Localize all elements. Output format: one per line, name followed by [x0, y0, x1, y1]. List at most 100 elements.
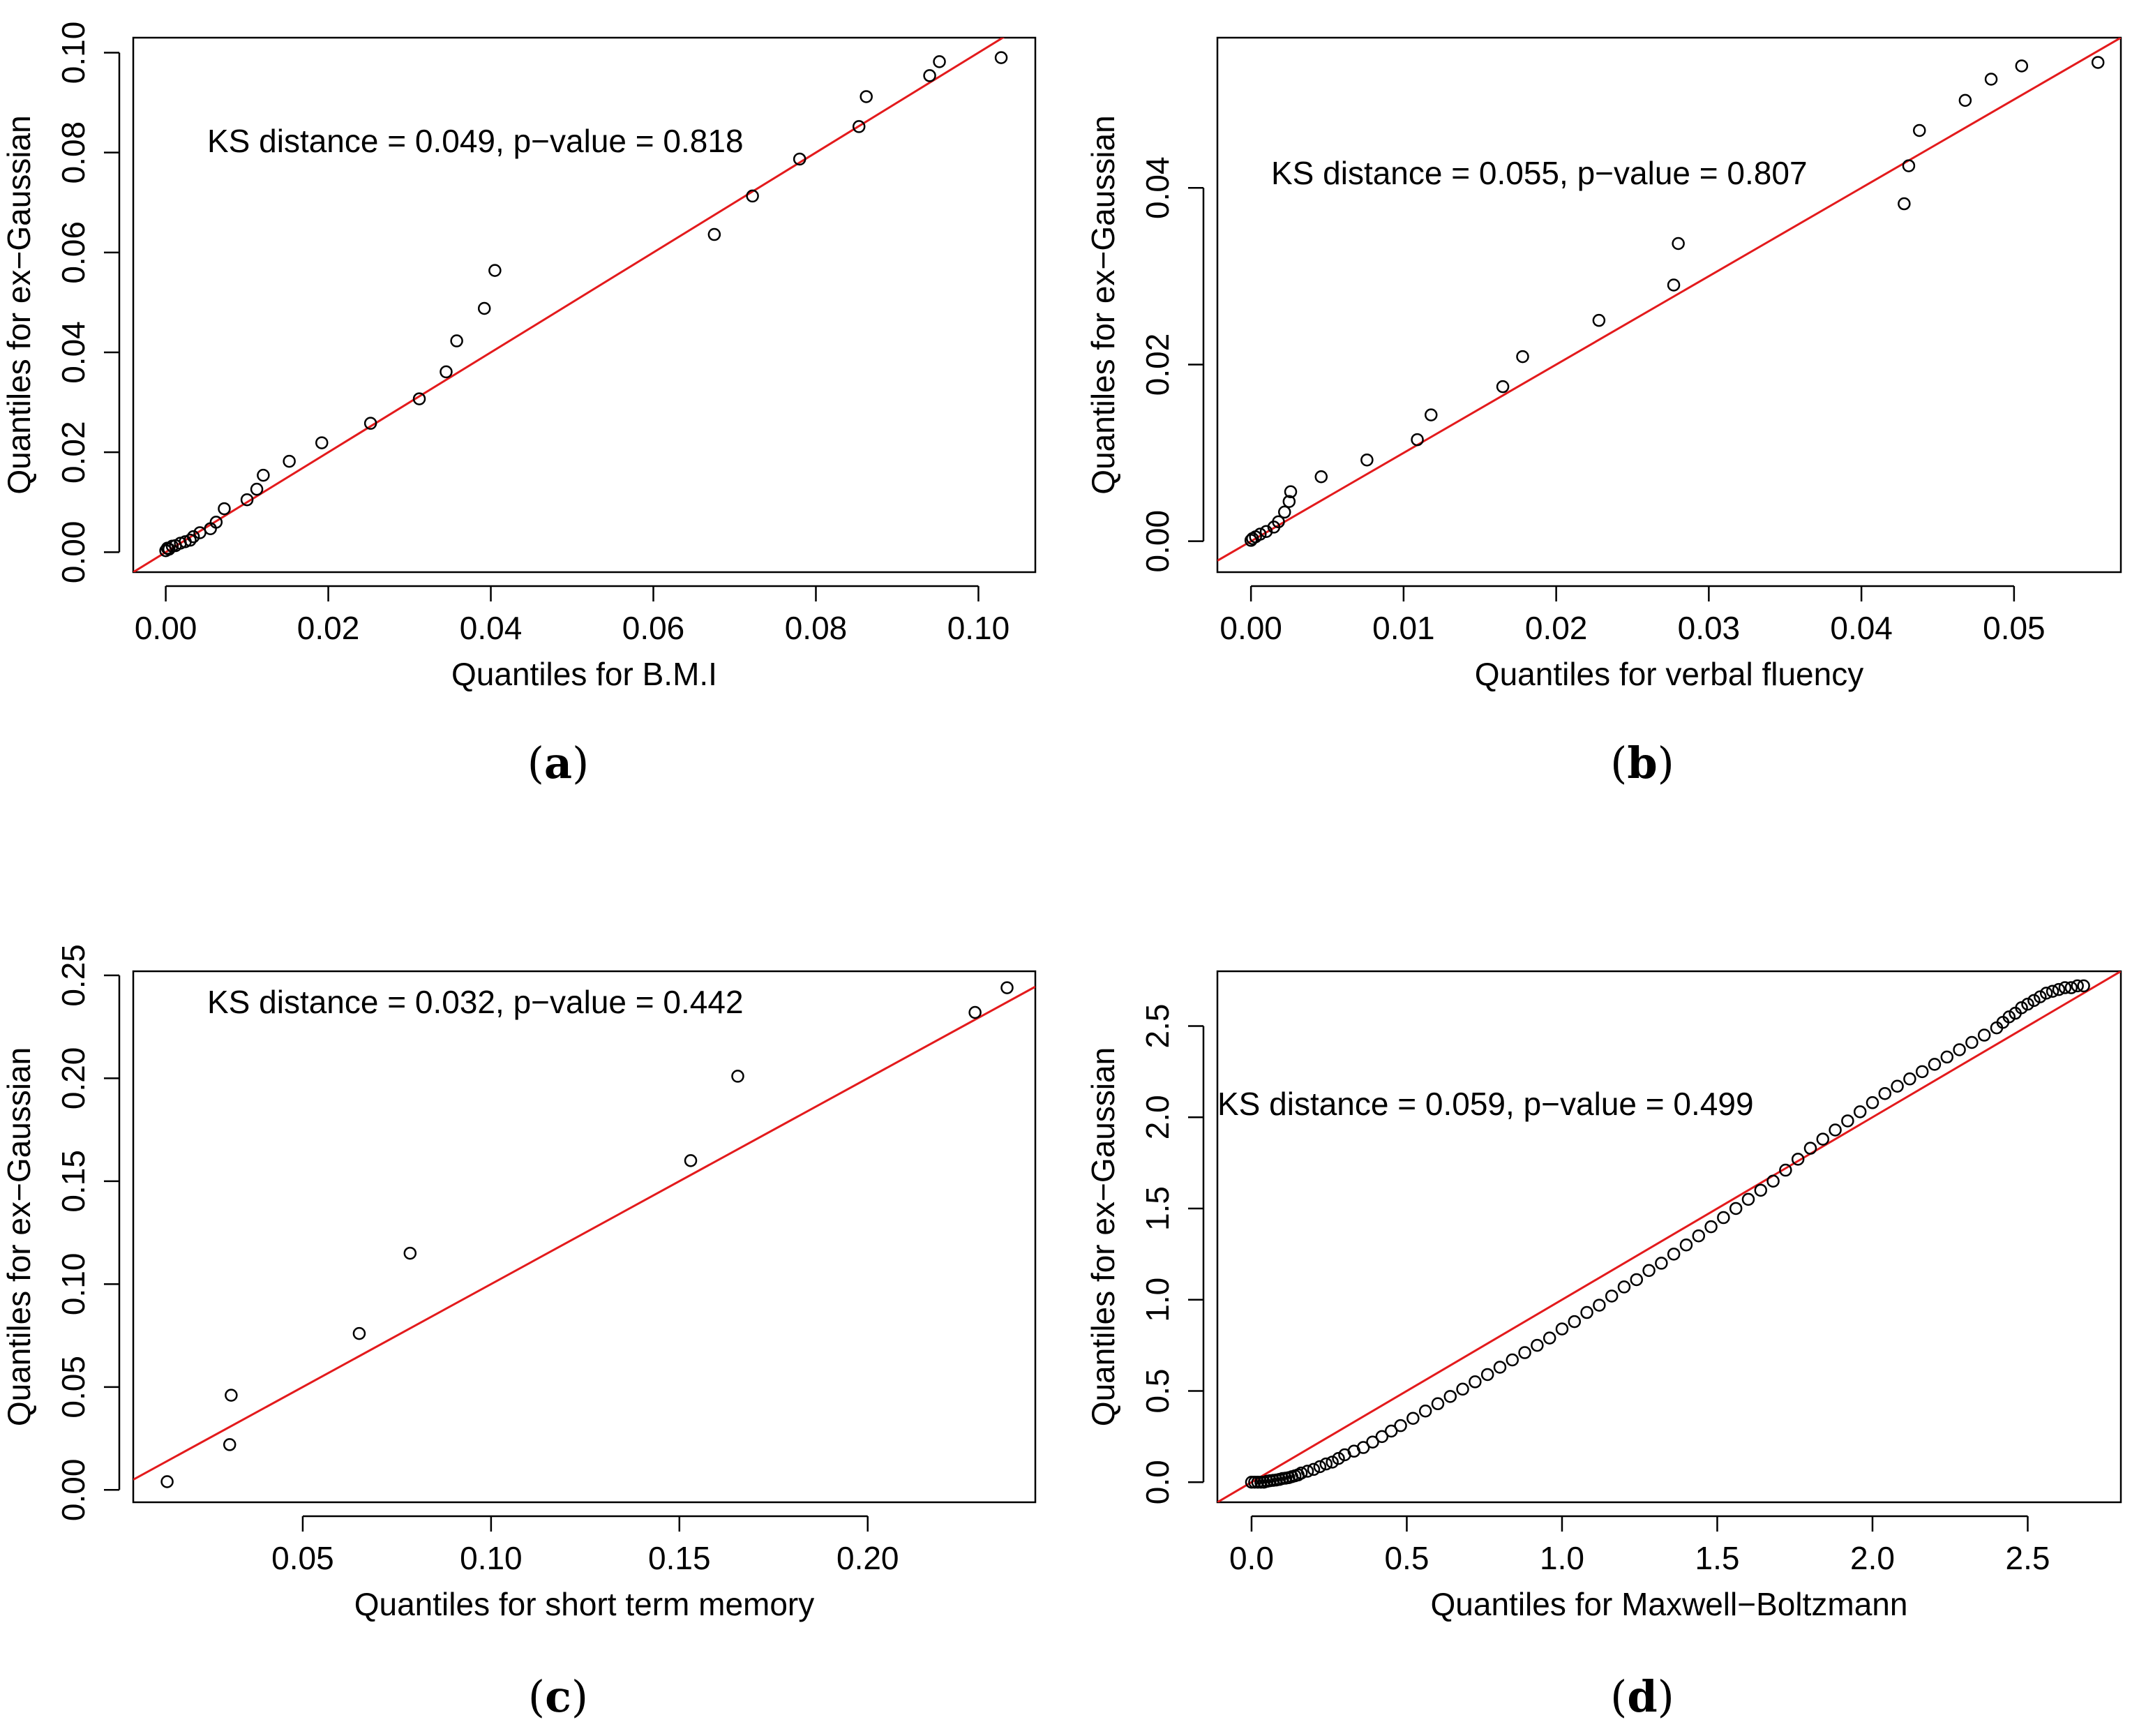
panel-a-data-point	[283, 454, 296, 468]
panel-b-y-axis-label: Quantiles for ex−Gaussian	[1085, 115, 1121, 494]
panel-d-data-point	[1394, 1419, 1407, 1432]
panel-d-data-point	[1940, 1050, 1954, 1064]
panel-d-data-point	[1766, 1174, 1780, 1188]
panel-b-plot-frame	[1216, 36, 2122, 574]
panel-c-x-tick-label: 0.10	[460, 1540, 523, 1576]
panel-d-data-point	[2021, 997, 2034, 1011]
panel-a-data-point	[363, 417, 377, 430]
panel-d-data-point	[1332, 1451, 1345, 1465]
panel-b-data-point	[1282, 495, 1296, 508]
panel-b-data-point	[1284, 485, 1298, 499]
panel-a-data-point	[923, 69, 936, 82]
panel-c-y-tick-label: 0.00	[55, 1459, 91, 1522]
panel-d-data-point	[1568, 1315, 1582, 1329]
panel-d-data-point	[1418, 1404, 1432, 1418]
panel-a-y-tick-label: 0.06	[55, 221, 91, 284]
panel-a-x-tick-label: 0.06	[622, 610, 685, 646]
panel-a-data-point	[793, 152, 806, 166]
panel-d-y-tick-label: 0.5	[1139, 1369, 1176, 1414]
panel-c-data-point	[1000, 981, 1014, 994]
panel-c-data-point	[968, 1005, 982, 1019]
panel-c-reference-line	[133, 985, 1035, 1481]
panel-d-data-point	[1480, 1368, 1494, 1382]
panel-d-data-point	[1866, 1096, 1879, 1109]
panel-d-data-point	[1803, 1142, 1817, 1155]
panel-b-data-point	[1516, 350, 1529, 364]
panel-a-data-point	[994, 51, 1008, 64]
panel-d-data-point	[2002, 1010, 2016, 1024]
panel-d-data-point	[1928, 1058, 1942, 1071]
panel-a-x-tick-label: 0.10	[947, 610, 1010, 646]
panel-c-y-tick-label: 0.25	[55, 944, 91, 1007]
panel-c-data-point	[352, 1326, 366, 1340]
panel-a-reference-line	[133, 38, 1005, 572]
panel-d-data-point	[1741, 1192, 1755, 1206]
panel-d-data-point	[2058, 981, 2072, 994]
panel-d-data-point	[1878, 1086, 1892, 1100]
panel-a-data-point	[450, 334, 463, 347]
panel-b-data-point	[1425, 408, 1438, 421]
panel-a-x-axis-label: Quantiles for B.M.I	[451, 656, 717, 692]
panel-b-data-point	[1898, 197, 1911, 211]
panel-a-x-tick-label: 0.04	[460, 610, 523, 646]
panel-b-y-tick-label: 0.00	[1139, 510, 1176, 573]
panel-d-data-point	[1642, 1264, 1656, 1278]
panel-b-data-point	[2015, 59, 2029, 73]
panel-d-data-point	[1655, 1257, 1668, 1270]
panel-d-data-point	[1915, 1065, 1929, 1079]
panel-d-data-point	[1375, 1430, 1389, 1444]
panel-c-x-axis-label: Quantiles for short term memory	[354, 1586, 815, 1622]
panel-c-data-point	[160, 1475, 174, 1488]
panel-a-data-point	[707, 227, 721, 241]
panel-b-data-point	[1667, 278, 1681, 292]
panel-a-data-point	[852, 120, 866, 133]
panel-d-data-point	[1965, 1035, 1979, 1049]
panel-a-y-axis-label: Quantiles for ex−Gaussian	[1, 115, 37, 494]
panel-a-data-point	[218, 502, 231, 516]
panel-a-x-tick-label: 0.00	[135, 610, 197, 646]
panel-c-x-tick-label: 0.20	[836, 1540, 899, 1576]
panel-b-data-point	[1278, 505, 1291, 519]
panel-a-data-point	[315, 436, 329, 449]
panel-b: (b) 0.00 0.01 0.02 0.03 0.04 0.05 Quantiles fo…	[1085, 36, 2122, 788]
panel-c-data-point	[731, 1070, 744, 1083]
panel-a-data-point	[440, 365, 453, 379]
panel-d-data-point	[1977, 1028, 1991, 1042]
panel-d-data-point	[1531, 1338, 1544, 1352]
panel-a-data-point	[412, 392, 426, 405]
panel-b-x-tick-label: 0.04	[1830, 610, 1893, 646]
panel-b-x-tick-label: 0.02	[1525, 610, 1588, 646]
panel-d-data-point	[1816, 1132, 1830, 1146]
panel-d-data-point	[1506, 1353, 1519, 1367]
panel-a-data-point	[186, 530, 200, 544]
panel-d-data-point	[1667, 1248, 1681, 1261]
panel-c-data-point	[223, 1438, 237, 1451]
panel-d-data-point	[1617, 1280, 1631, 1294]
panel-b-x-tick-label: 0.01	[1372, 610, 1435, 646]
panel-d-x-tick-label: 2.0	[1850, 1540, 1895, 1576]
panel-d-data-point	[2046, 985, 2059, 998]
panel-c-y-tick-label: 0.10	[55, 1253, 91, 1316]
panel-d-x-tick-label: 0.5	[1384, 1540, 1429, 1576]
panel-d-data-point	[1717, 1211, 1730, 1225]
caption-c: (c)	[528, 1671, 588, 1722]
panel-d-data-point	[1779, 1163, 1792, 1177]
panel-a-x-tick-label: 0.02	[297, 610, 360, 646]
panel-d-x-tick-label: 1.0	[1540, 1540, 1584, 1576]
panel-d-data-point	[1754, 1183, 1768, 1197]
panel-b-data-point	[1314, 470, 1328, 484]
caption-d-letter: d	[1627, 1671, 1657, 1722]
panel-c-x-tick-label: 0.05	[271, 1540, 334, 1576]
panel-a-data-point	[488, 264, 502, 277]
panel-b-data-point	[1984, 73, 1998, 86]
panel-d-data-point	[1443, 1390, 1457, 1403]
panel-d-data-point	[1692, 1229, 1706, 1243]
panel-d-data-point	[1605, 1289, 1619, 1303]
caption-c-letter: c	[545, 1671, 571, 1722]
panel-c-ks-annotation: KS distance = 0.032, p−value = 0.442	[207, 984, 744, 1020]
panel-d: (d) 0.0 0.5 1.0 1.5 2.0 2.5 Quantiles for Maxw…	[1085, 970, 2122, 1722]
panel-d-data-point	[1580, 1305, 1593, 1319]
panel-b-data-point	[1592, 313, 1606, 327]
caption-b: (b)	[1610, 738, 1674, 788]
panel-d-x-axis-label: Quantiles for Maxwell−Boltzmann	[1431, 1586, 1908, 1622]
